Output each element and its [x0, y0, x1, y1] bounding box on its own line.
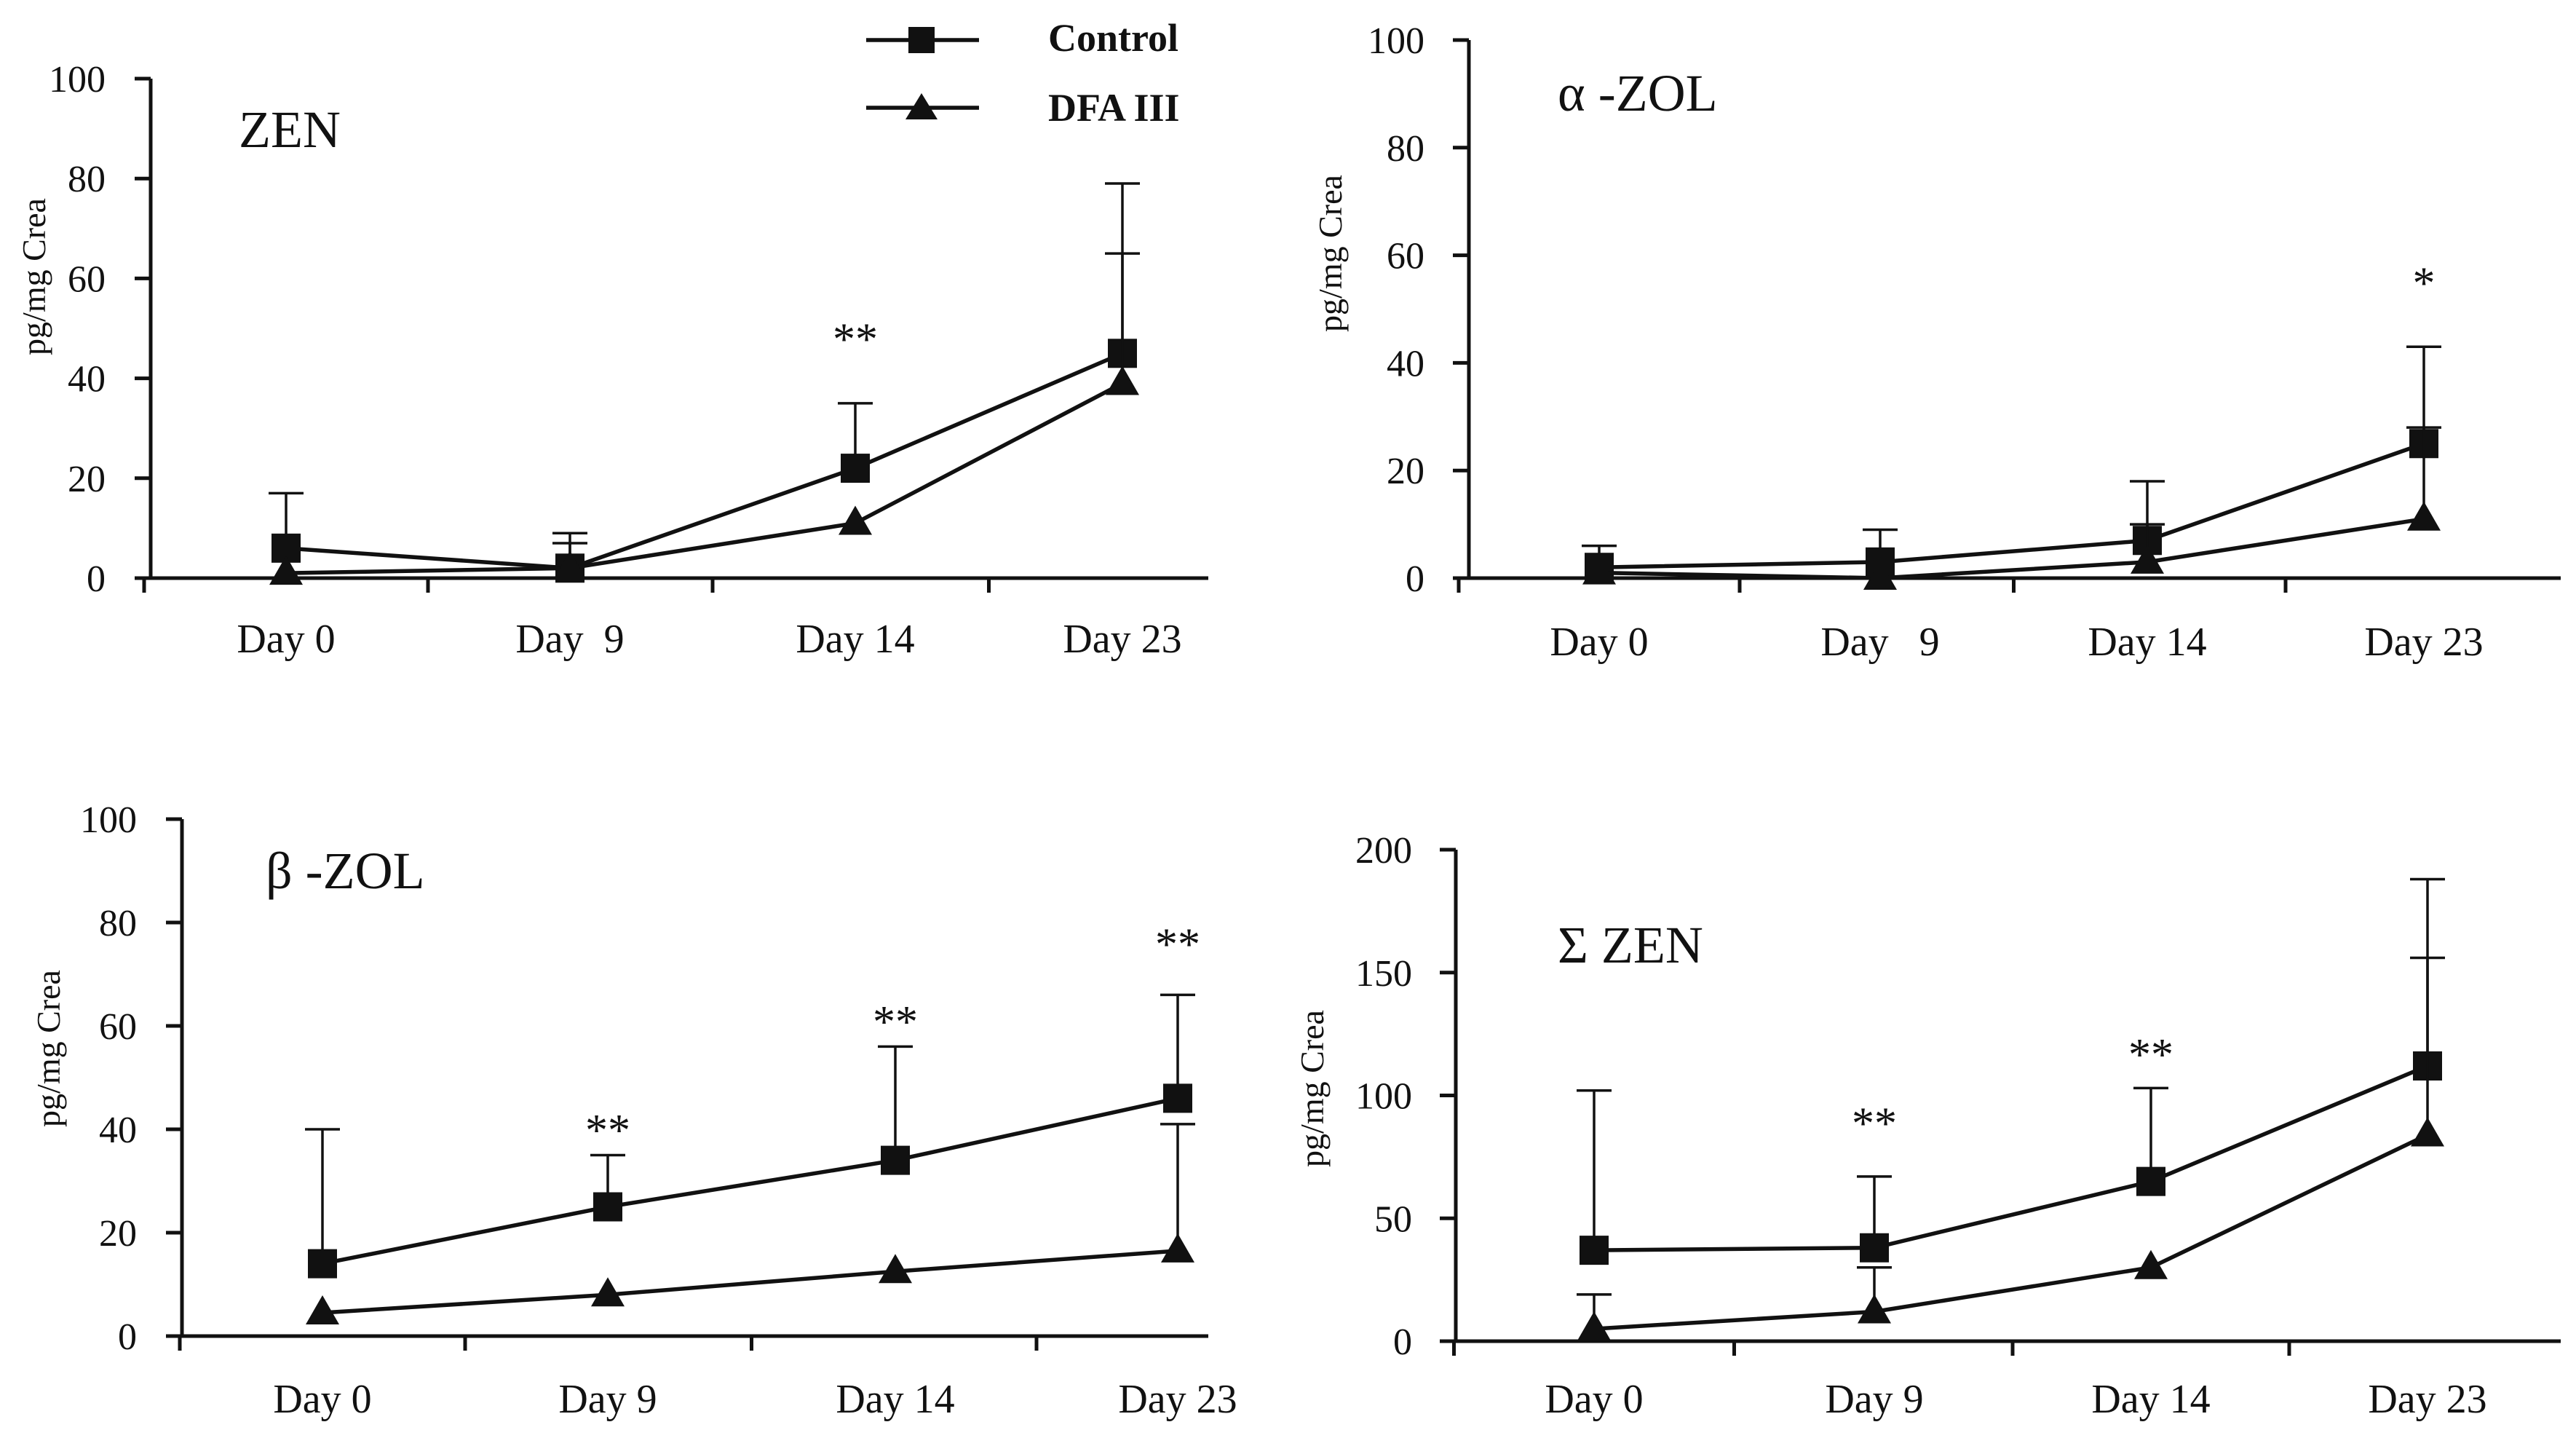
y-tick-label: 20: [1387, 451, 1424, 492]
x-tick-label: Day 0: [1545, 1377, 1643, 1422]
y-tick-label: 0: [87, 558, 106, 600]
data-point-control: [593, 1192, 622, 1222]
x-tick-label: Day 0: [1550, 620, 1648, 665]
significance-marker: **: [1852, 1099, 1897, 1149]
data-point-dfa-iii: [1161, 1233, 1194, 1263]
legend-label-control: Control: [1048, 16, 1178, 60]
x-tick-label: Day 9: [558, 1377, 657, 1422]
y-tick-label: 100: [1368, 20, 1424, 62]
y-tick-label: 40: [68, 359, 106, 400]
series-line-dfa-iii: [1593, 1133, 2429, 1331]
data-point-control: [1163, 1083, 1192, 1113]
x-tick-label: Day 14: [836, 1377, 954, 1422]
x-tick-label: Day 14: [796, 617, 914, 662]
series-line-dfa-iii: [1598, 516, 2425, 580]
series-line-dfa-iii: [285, 382, 1124, 575]
y-axis-label: pg/mg Crea: [1312, 175, 1349, 332]
data-point-control: [1860, 1233, 1889, 1263]
legend-label-dfa: DFA III: [1048, 86, 1180, 130]
data-point-dfa-iii: [1863, 561, 1897, 590]
y-tick-label: 60: [99, 1006, 137, 1048]
y-tick-label: 150: [1355, 953, 1412, 995]
y-tick-label: 60: [1387, 236, 1424, 277]
x-tick-label: Day 9: [1820, 620, 1939, 665]
x-tick-label: Day 14: [2088, 620, 2206, 665]
triangle-marker: [905, 93, 938, 119]
y-tick-label: 20: [99, 1213, 137, 1255]
data-point-dfa-iii: [1577, 1311, 1611, 1341]
chart-panel-alpha-zol: α -ZOL pg/mg Crea 0 20 40 60 80 100 Day 0 Day 9…: [1312, 20, 2561, 665]
data-point-dfa-iii: [591, 1277, 625, 1307]
y-axis-label: pg/mg Crea: [30, 970, 67, 1127]
data-point-dfa-iii: [2411, 1117, 2444, 1147]
x-tick-label: Day 9: [515, 617, 624, 662]
data-point-dfa-iii: [839, 505, 872, 535]
x-tick-label: Day 23: [1063, 617, 1181, 662]
y-axis-label: pg/mg Crea: [1293, 1010, 1331, 1167]
series-line-dfa-iii: [322, 1249, 1178, 1315]
y-tick-label: 80: [68, 159, 106, 200]
data-point-dfa-iii: [2131, 544, 2164, 574]
data-point-dfa-iii: [1582, 555, 1616, 585]
x-tick-label: Day 9: [1825, 1377, 1923, 1422]
series-line-control: [285, 351, 1124, 571]
y-tick-label: 100: [80, 799, 137, 841]
y-tick-label: 60: [68, 258, 106, 300]
data-point-control: [841, 454, 870, 483]
series-line-control: [322, 1096, 1178, 1266]
data-point-dfa-iii: [2407, 501, 2441, 531]
significance-marker: *: [2413, 259, 2436, 309]
y-tick-label: 20: [68, 459, 106, 500]
data-point-control: [2136, 1166, 2165, 1196]
square-marker: [908, 27, 935, 53]
chart-panel-zen: ZEN pg/mg Crea 0 20 40 60 80 100 Day 0 Day 9 Day…: [15, 59, 1208, 662]
data-point-control: [881, 1145, 910, 1175]
data-point-control: [1580, 1236, 1609, 1265]
y-tick-label: 40: [1387, 343, 1424, 384]
x-tick-label: Day 23: [2368, 1377, 2486, 1422]
data-point-dfa-iii: [1106, 366, 1139, 395]
y-tick-label: 0: [118, 1316, 137, 1358]
y-axis-label: pg/mg Crea: [15, 198, 52, 355]
legend: Control DFA III: [866, 16, 1180, 130]
y-tick-label: 40: [99, 1110, 137, 1151]
x-tick-label: Day 0: [237, 617, 335, 662]
panel-title: ZEN: [239, 100, 341, 159]
significance-marker: **: [585, 1106, 630, 1156]
data-point-dfa-iii: [269, 556, 303, 585]
y-tick-label: 50: [1374, 1198, 1412, 1240]
data-point-dfa-iii: [553, 550, 587, 580]
y-tick-label: 80: [1387, 128, 1424, 170]
x-tick-label: Day 14: [2091, 1377, 2210, 1422]
y-tick-label: 100: [49, 59, 106, 100]
series-line-control: [1598, 441, 2425, 569]
x-tick-label: Day 23: [1118, 1377, 1237, 1422]
data-point-dfa-iii: [879, 1254, 912, 1284]
significance-marker: **: [2128, 1030, 2173, 1080]
y-tick-label: 80: [99, 903, 137, 944]
chart-panel-beta-zol: β -ZOL pg/mg Crea 0 20 40 60 80 100 Day 0 Day 9…: [30, 799, 1237, 1422]
y-tick-label: 200: [1355, 830, 1412, 872]
y-tick-label: 100: [1355, 1076, 1412, 1118]
panel-title: α -ZOL: [1558, 64, 1718, 122]
x-tick-label: Day 23: [2364, 620, 2483, 665]
panel-title: β -ZOL: [266, 842, 425, 900]
chart-panel-sum-zen: Σ ZEN pg/mg Crea 0 50 100 150 200 Day 0 Day 9 D…: [1293, 830, 2561, 1422]
significance-marker: **: [1155, 920, 1200, 969]
significance-marker: **: [833, 315, 878, 365]
x-tick-label: Day 0: [273, 1377, 371, 1422]
panel-title: Σ ZEN: [1558, 916, 1703, 974]
data-point-dfa-iii: [306, 1295, 339, 1325]
data-point-control: [308, 1249, 337, 1279]
y-tick-label: 0: [1406, 558, 1424, 600]
series-line-control: [1593, 1064, 2429, 1252]
data-point-dfa-iii: [1858, 1294, 1891, 1324]
data-point-dfa-iii: [2134, 1249, 2168, 1279]
significance-marker: **: [873, 998, 918, 1047]
y-tick-label: 0: [1393, 1322, 1412, 1363]
